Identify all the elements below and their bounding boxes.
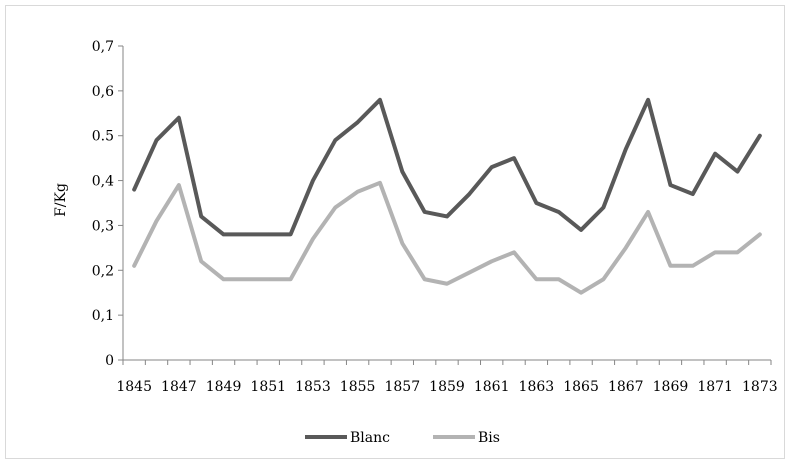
data-point-bis — [758, 232, 762, 236]
data-point-blanc — [356, 120, 360, 124]
data-point-bis — [333, 205, 337, 209]
data-point-blanc — [490, 165, 494, 169]
data-point-bis — [132, 264, 136, 268]
data-point-bis — [534, 277, 538, 281]
data-point-bis — [356, 190, 360, 194]
series-line-blanc — [132, 97, 762, 237]
data-point-blanc — [289, 232, 293, 236]
x-tick-label: 1871 — [697, 379, 733, 395]
y-tick-label: 0,2 — [92, 263, 114, 279]
data-point-bis — [155, 219, 159, 223]
y-tick-label: 0,6 — [92, 84, 114, 100]
series-line-bis — [132, 180, 762, 295]
data-point-blanc — [713, 152, 717, 156]
y-tick-label: 0.5 — [92, 129, 114, 145]
x-tick-label: 1861 — [474, 379, 510, 395]
data-point-bis — [668, 264, 672, 268]
data-point-blanc — [557, 210, 561, 214]
data-point-bis — [467, 271, 471, 275]
data-point-blanc — [311, 179, 315, 183]
data-point-blanc — [155, 138, 159, 142]
data-point-bis — [691, 264, 695, 268]
x-tick-label: 1845 — [116, 379, 152, 395]
data-point-blanc — [624, 147, 628, 151]
data-point-bis — [512, 250, 516, 254]
x-tick-label: 1849 — [206, 379, 242, 395]
data-point-blanc — [467, 192, 471, 196]
data-point-bis — [266, 277, 270, 281]
y-tick-label: 0,4 — [92, 174, 114, 190]
data-point-bis — [199, 259, 203, 263]
legend-label-blanc: Blanc — [350, 430, 390, 446]
data-point-blanc — [735, 170, 739, 174]
data-point-bis — [490, 259, 494, 263]
data-point-blanc — [534, 201, 538, 205]
data-point-blanc — [691, 192, 695, 196]
x-tick-label: 1867 — [608, 379, 644, 395]
y-tick-label: 0,7 — [92, 39, 114, 55]
data-point-bis — [601, 277, 605, 281]
data-point-bis — [646, 210, 650, 214]
x-tick-label: 1869 — [653, 379, 689, 395]
data-point-bis — [445, 282, 449, 286]
legend-label-bis: Bis — [478, 430, 500, 446]
data-point-blanc — [646, 98, 650, 102]
data-point-bis — [579, 291, 583, 295]
data-point-blanc — [601, 205, 605, 209]
x-tick-label: 1865 — [563, 379, 599, 395]
data-point-blanc — [244, 232, 248, 236]
data-point-blanc — [579, 228, 583, 232]
data-point-bis — [311, 237, 315, 241]
y-tick-label: 0,1 — [92, 308, 114, 324]
x-tick-label: 1855 — [340, 379, 376, 395]
data-point-bis — [713, 250, 717, 254]
x-tick-label: 1851 — [250, 379, 286, 395]
data-point-blanc — [378, 98, 382, 102]
data-point-blanc — [400, 170, 404, 174]
data-point-blanc — [199, 214, 203, 218]
data-point-blanc — [758, 134, 762, 138]
data-point-blanc — [177, 116, 181, 120]
data-point-bis — [735, 250, 739, 254]
data-point-bis — [177, 183, 181, 187]
data-point-blanc — [333, 138, 337, 142]
x-tick-label: 1853 — [295, 379, 331, 395]
data-point-blanc — [445, 214, 449, 218]
data-point-blanc — [423, 210, 427, 214]
x-tick-label: 1857 — [384, 379, 420, 395]
data-point-blanc — [222, 232, 226, 236]
data-point-bis — [423, 277, 427, 281]
x-tick-label: 1863 — [519, 379, 555, 395]
data-point-blanc — [132, 188, 136, 192]
data-point-bis — [289, 277, 293, 281]
data-point-bis — [400, 241, 404, 245]
data-point-bis — [378, 181, 382, 185]
x-tick-label: 1847 — [161, 379, 197, 395]
y-tick-label: 0,3 — [92, 218, 114, 234]
data-point-bis — [624, 246, 628, 250]
data-point-bis — [244, 277, 248, 281]
x-tick-label: 1859 — [429, 379, 465, 395]
y-axis-title: F/Kg — [53, 183, 69, 217]
data-point-blanc — [512, 156, 516, 160]
y-tick-label: 0 — [105, 353, 114, 369]
data-point-blanc — [266, 232, 270, 236]
data-point-blanc — [668, 183, 672, 187]
data-point-bis — [557, 277, 561, 281]
data-point-bis — [222, 277, 226, 281]
x-tick-label: 1873 — [742, 379, 778, 395]
